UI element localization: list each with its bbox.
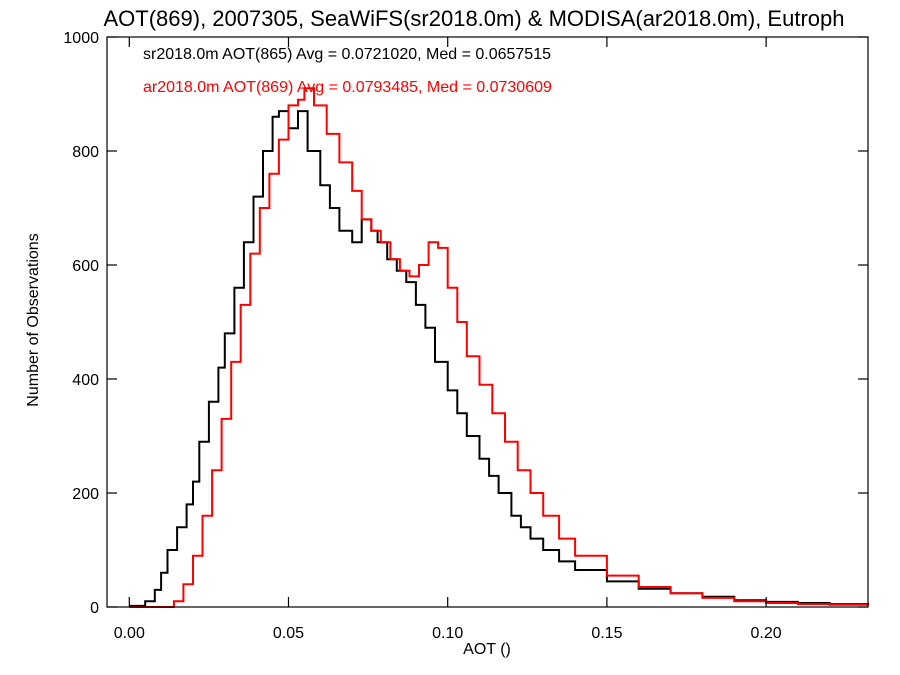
series-layer — [129, 87, 869, 608]
y-tick-label: 0 — [90, 600, 99, 617]
x-tick-label: 0.15 — [591, 625, 622, 642]
x-tick-label: 0.20 — [751, 625, 782, 642]
y-tick-label: 200 — [72, 486, 99, 503]
y-axis-ticks: 0 200 400 600 800 1000 — [63, 30, 868, 617]
legend-red-series: ar2018.0m AOT(869) Avg = 0.0793485, Med … — [143, 79, 552, 96]
x-axis-ticks: 0.00 0.05 0.10 0.15 0.20 — [114, 37, 782, 642]
x-tick-label: 0.05 — [273, 625, 304, 642]
y-tick-label: 1000 — [63, 30, 99, 47]
y-tick-label: 600 — [72, 258, 99, 275]
series-line-2 — [129, 87, 869, 608]
x-tick-label: 0.10 — [432, 625, 463, 642]
y-tick-label: 400 — [72, 372, 99, 389]
y-axis-label: Number of Observations — [25, 233, 42, 406]
y-tick-label: 800 — [72, 144, 99, 161]
plot-frame — [106, 36, 869, 608]
legend-black-series: sr2018.0m AOT(865) Avg = 0.0721020, Med … — [143, 46, 551, 63]
chart-title: AOT(869), 2007305, SeaWiFS(sr2018.0m) & … — [104, 6, 845, 31]
x-axis-label: AOT () — [463, 641, 511, 658]
series-line-1 — [129, 110, 869, 607]
x-tick-label: 0.00 — [114, 625, 145, 642]
